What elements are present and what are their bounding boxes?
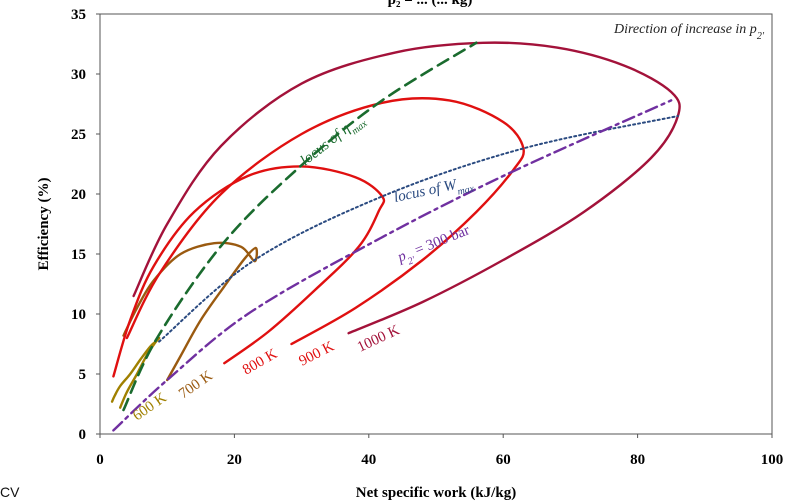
x-tick-label-0: 0 xyxy=(96,452,104,468)
x-tick-label-1: 20 xyxy=(227,452,242,468)
label-p300: p2′ = 300 bar xyxy=(395,222,474,270)
edge-text: CV xyxy=(0,484,20,500)
chart-title: p₂ = ... (... kg) xyxy=(388,0,473,8)
y-tick-label-4: 20 xyxy=(71,187,86,203)
series-line-7 xyxy=(112,99,673,432)
label-800k: 800 K xyxy=(240,346,280,378)
series-line-5 xyxy=(122,41,478,412)
series-line-4 xyxy=(132,41,681,335)
y-tick-label-7: 35 xyxy=(71,7,86,23)
y-tick-label-1: 5 xyxy=(79,367,87,383)
label-locus-w: locus of Wmax xyxy=(393,174,476,211)
label-700k: 700 K xyxy=(176,368,216,402)
y-tick-label-5: 25 xyxy=(71,127,86,143)
series-line-6 xyxy=(158,115,679,343)
x-tick-label-5: 100 xyxy=(761,452,784,468)
label-900k: 900 K xyxy=(297,338,337,369)
series-line-3 xyxy=(125,97,525,346)
series-layer xyxy=(110,41,681,432)
y-axis-title: Efficiency (%) xyxy=(36,178,52,271)
x-axis-title: Net specific work (kJ/kg) xyxy=(356,485,516,501)
series-line-1 xyxy=(122,241,259,382)
y-tick-label-2: 10 xyxy=(71,307,86,323)
x-tick-label-3: 60 xyxy=(496,452,511,468)
y-tick-label-6: 30 xyxy=(71,67,86,83)
direction-annotation: Direction of increase in p2′ xyxy=(613,22,765,42)
ticks: 0 20 40 60 80 100 0 5 10 15 20 25 30 35 xyxy=(71,7,783,468)
plot-frame xyxy=(99,13,773,435)
series-line-2 xyxy=(112,165,386,378)
y-tick-label-0: 0 xyxy=(79,427,87,443)
x-tick-label-4: 80 xyxy=(630,452,645,468)
y-tick-label-3: 15 xyxy=(71,247,86,263)
x-tick-label-2: 40 xyxy=(361,452,376,468)
